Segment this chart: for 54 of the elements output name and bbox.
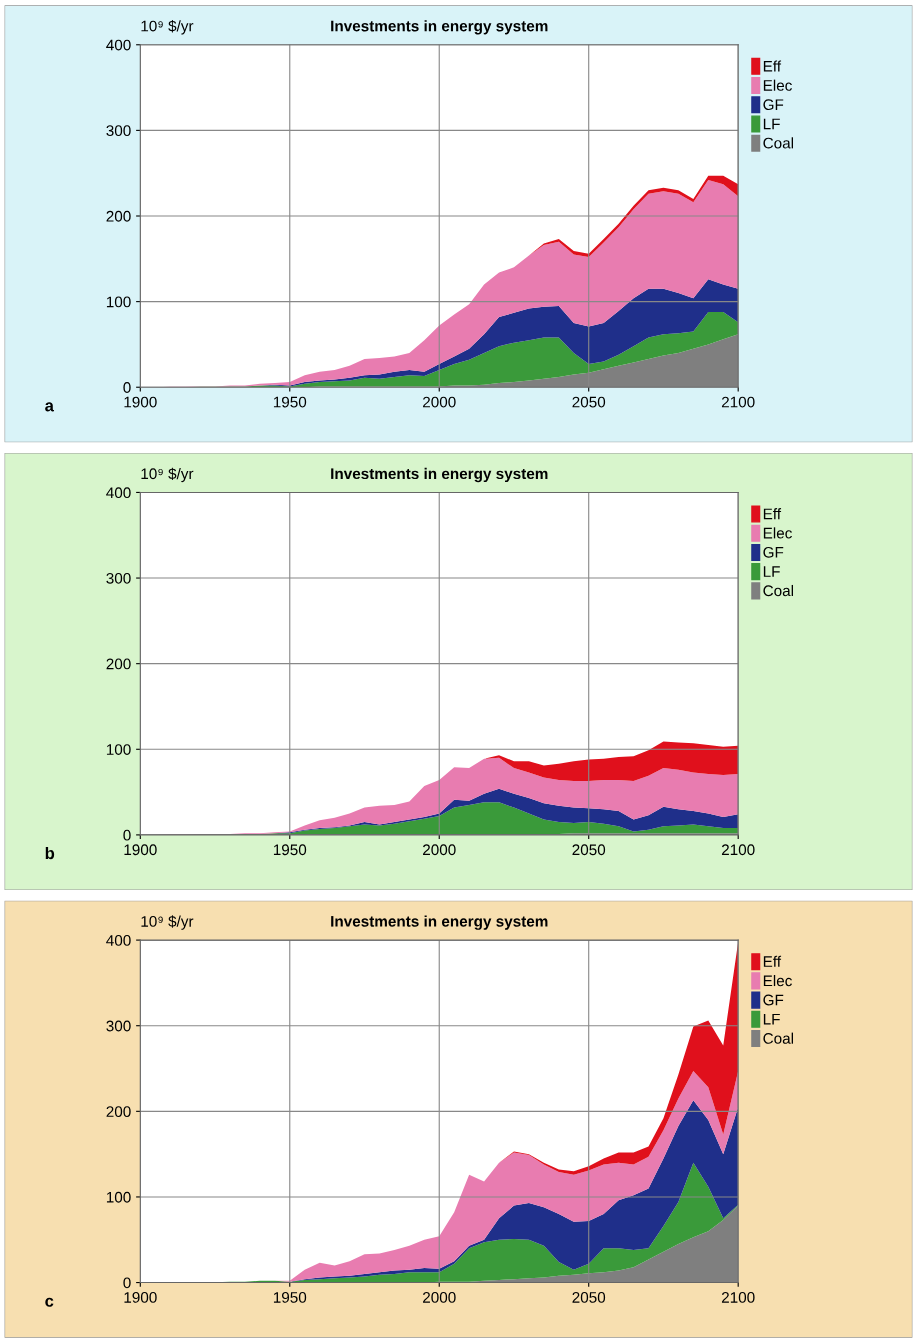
x-tick-label: 1950 — [273, 396, 307, 408]
x-tick-label: 1950 — [273, 844, 307, 856]
legend-label: Elec — [763, 527, 792, 539]
x-tick-label: 2050 — [572, 396, 606, 408]
text: b — [45, 846, 55, 860]
legend-label: Coal — [763, 1032, 794, 1044]
y-tick-label: 300 — [106, 125, 131, 137]
x-tick-label: 2100 — [721, 1292, 755, 1303]
x-tick-label: 1900 — [124, 844, 157, 856]
legend-label: GF — [763, 546, 784, 558]
y-tick-label: 100 — [106, 1191, 131, 1203]
y-tick-label: 0 — [123, 829, 131, 841]
legend-label: LF — [763, 566, 780, 577]
x-tick-label: 2000 — [423, 1292, 456, 1303]
legend-label: Eff — [763, 508, 782, 520]
legend-label: Eff — [763, 955, 782, 967]
y-axis-title: 10⁹ $/yr — [141, 467, 194, 483]
y-tick-label: 0 — [123, 1277, 131, 1289]
legend-label: LF — [763, 118, 780, 130]
y-tick-label: 400 — [106, 39, 131, 51]
legend-label: GF — [763, 99, 784, 111]
y-tick-label: 300 — [106, 1020, 131, 1032]
x-tick-label: 2100 — [721, 396, 755, 408]
x-tick-label: 2050 — [572, 844, 606, 856]
chart-title: Investments in energy system — [331, 467, 548, 483]
y-axis-title: 10⁹ $/yr — [141, 915, 194, 930]
y-tick-label: 200 — [106, 1106, 131, 1118]
x-tick-label: 2000 — [423, 844, 456, 856]
legend-label: GF — [763, 994, 784, 1006]
y-tick-label: 200 — [106, 210, 131, 222]
legend-label: Eff — [763, 60, 782, 72]
legend-label: Coal — [763, 137, 794, 149]
legend-label: Elec — [763, 79, 792, 91]
y-tick-label: 200 — [106, 658, 131, 670]
chart-title: Investments in energy system — [331, 915, 548, 930]
x-tick-label: 2100 — [721, 844, 755, 856]
legend-label: LF — [763, 1013, 780, 1025]
y-tick-label: 100 — [106, 744, 131, 755]
legend-label: Elec — [763, 974, 792, 987]
y-tick-label: 400 — [106, 934, 131, 946]
chart-title: Investments in energy system — [331, 20, 548, 35]
y-tick-label: 0 — [123, 382, 131, 393]
y-tick-label: 300 — [106, 572, 131, 584]
x-tick-label: 1900 — [124, 1292, 157, 1303]
text: a — [45, 402, 55, 412]
x-tick-label: 2000 — [423, 396, 456, 408]
y-tick-label: 400 — [106, 487, 131, 499]
x-tick-label: 1950 — [273, 1292, 307, 1303]
y-axis-title: 10⁹ $/yr — [141, 20, 194, 35]
x-tick-label: 1900 — [124, 396, 157, 408]
x-tick-label: 2050 — [572, 1292, 606, 1303]
legend-label: Coal — [763, 584, 794, 597]
text: c — [45, 1297, 54, 1307]
y-tick-label: 100 — [106, 296, 131, 308]
